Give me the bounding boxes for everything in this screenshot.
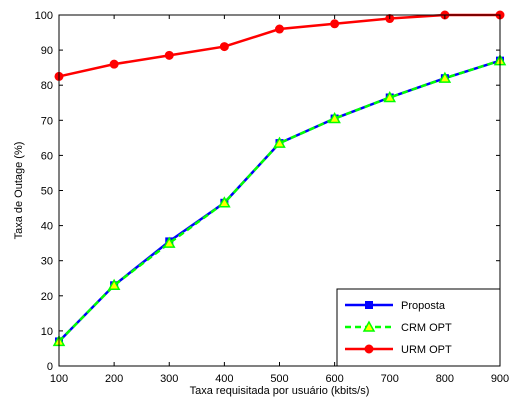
y-tick-label: 90: [41, 45, 53, 57]
y-tick-label: 10: [41, 326, 53, 338]
legend-marker: [365, 301, 373, 309]
x-tick-label: 300: [160, 373, 178, 385]
data-point: [438, 71, 452, 83]
y-axis: 0 10 20 30 40 50 60 70 80 90 100: [35, 10, 500, 373]
data-point: [109, 59, 119, 69]
y-tick-label: 100: [35, 10, 53, 22]
data-point: [273, 136, 286, 148]
legend: Proposta CRM OPT URM OPT: [336, 288, 501, 367]
legend-label: CRM OPT: [401, 322, 452, 334]
y-tick-label: 80: [41, 80, 53, 92]
legend-label: URM OPT: [401, 344, 452, 356]
series-crm-opt: [52, 54, 507, 347]
x-tick-label: 700: [381, 373, 399, 385]
y-tick-label: 50: [41, 186, 53, 198]
y-axis-title: Taxa de Outage (%): [13, 142, 25, 240]
legend-marker: [362, 320, 376, 332]
y-tick-label: 70: [41, 115, 53, 127]
data-point: [383, 90, 397, 103]
series-line: [58, 59, 501, 343]
data-point: [275, 24, 284, 34]
data-point: [162, 236, 176, 248]
x-axis-title: Taxa requisitada por usuário (kbits/s): [190, 385, 370, 397]
data-point: [218, 196, 231, 208]
data-point: [328, 112, 341, 124]
y-tick-label: 40: [41, 221, 53, 233]
y-tick-label: 30: [41, 256, 53, 268]
x-tick-label: 100: [50, 373, 68, 385]
x-tick-label: 200: [105, 373, 123, 385]
data-point: [219, 42, 229, 52]
x-tick-label: 500: [270, 373, 288, 385]
data-point: [107, 278, 121, 291]
y-tick-label: 60: [41, 150, 53, 162]
y-tick-label: 20: [41, 291, 53, 303]
x-tick-label: 800: [436, 373, 454, 385]
legend-box: [336, 288, 501, 367]
x-tick-label: 600: [325, 373, 343, 385]
legend-marker: [364, 344, 374, 354]
data-point: [330, 19, 340, 29]
legend-item: CRM OPT: [345, 320, 452, 334]
data-point: [164, 50, 174, 60]
legend-item: URM OPT: [345, 344, 452, 356]
x-tick-label: 900: [491, 373, 509, 385]
legend-item: Proposta: [345, 300, 446, 312]
x-tick-label: 400: [215, 373, 233, 385]
x-axis: 100 200 300 400 500 600 700 800 900: [50, 15, 509, 385]
y-tick-label: 0: [47, 361, 53, 373]
legend-label: Proposta: [401, 300, 446, 312]
